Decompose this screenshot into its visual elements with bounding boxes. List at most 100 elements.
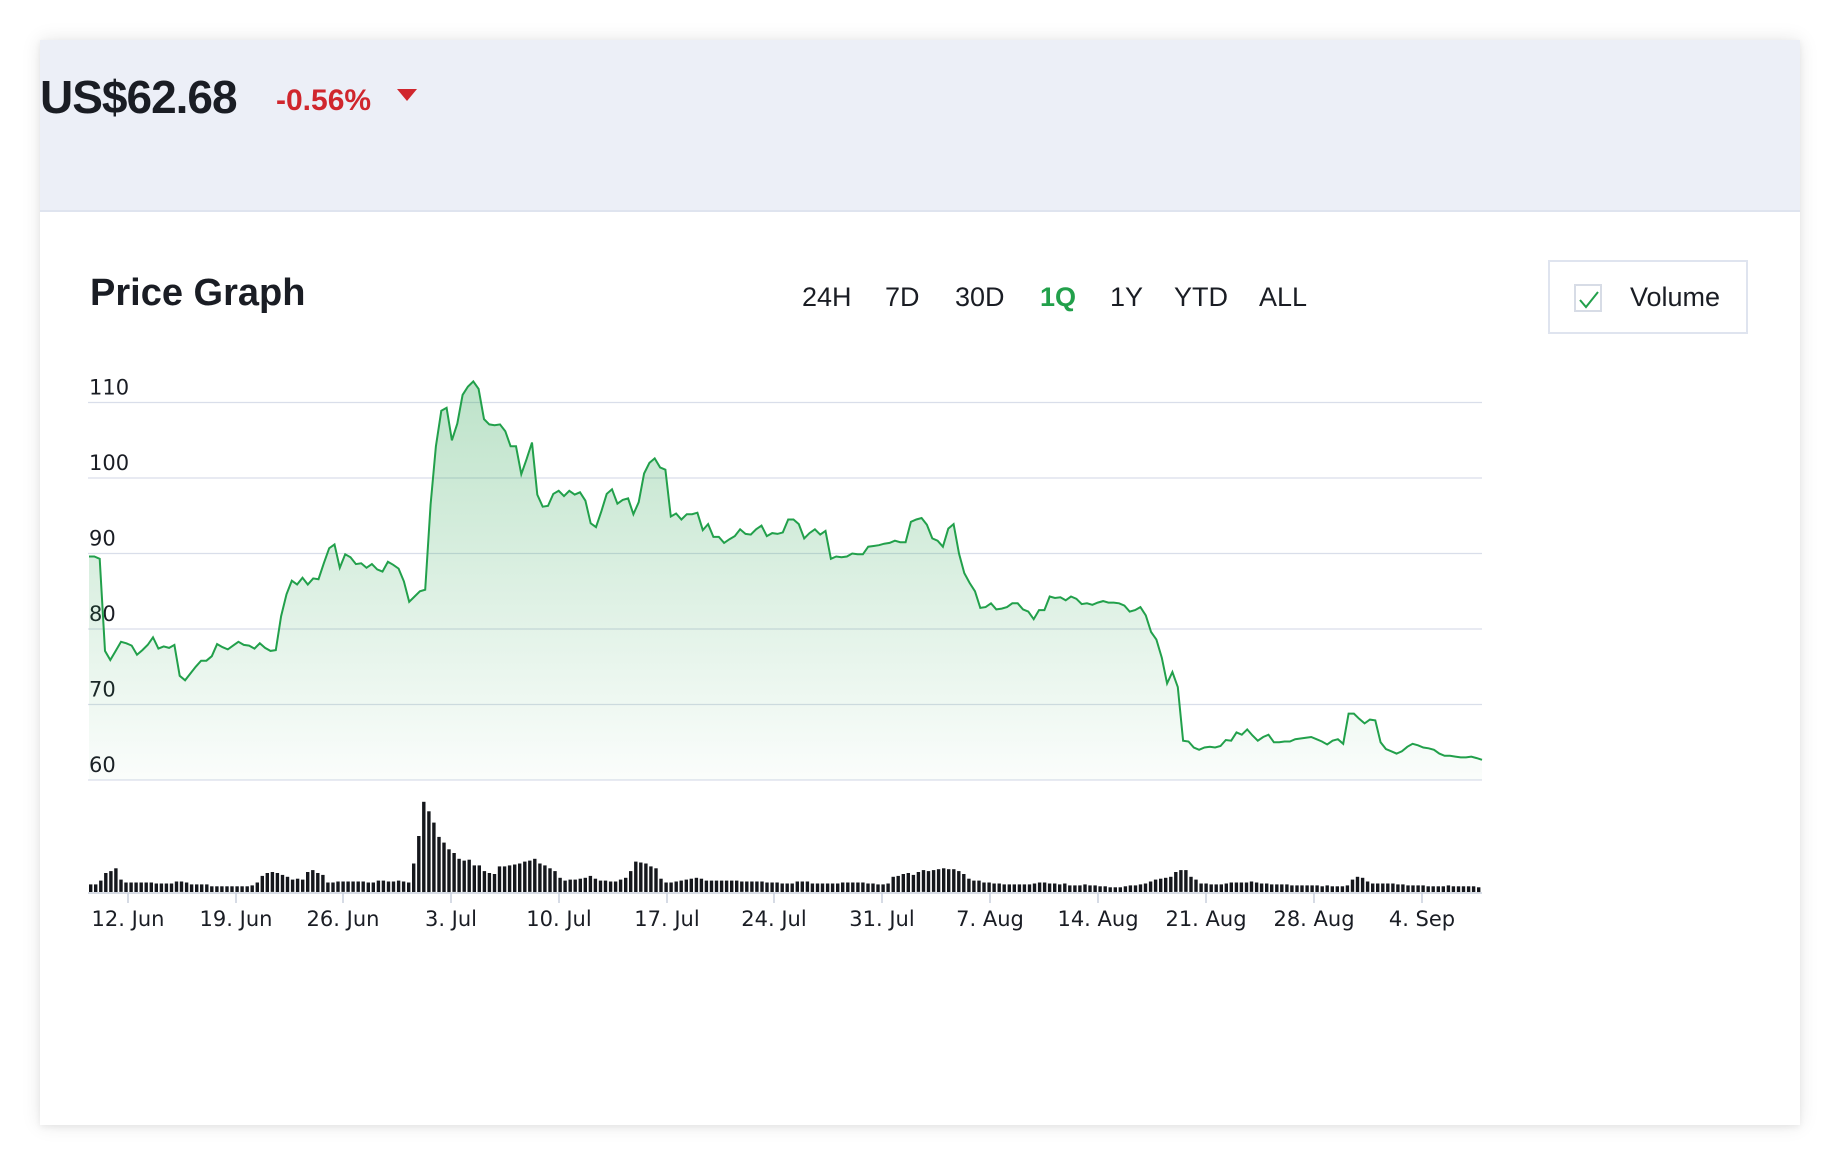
volume-bar	[936, 869, 941, 892]
price-change: -0.56%	[276, 84, 372, 117]
volume-bar	[851, 882, 855, 892]
volume-bar	[386, 881, 391, 892]
volume-bar	[1456, 886, 1461, 892]
volume-bar	[1073, 885, 1077, 892]
range-30d[interactable]: 30D	[955, 282, 1005, 312]
volume-bar	[911, 874, 916, 892]
volume-bar	[195, 884, 199, 892]
volume-bar	[1078, 885, 1082, 892]
x-tick-label: 10. Jul	[526, 907, 591, 931]
volume-bar	[931, 870, 936, 892]
volume-bar	[1174, 872, 1178, 892]
volume-bar	[1254, 882, 1259, 892]
volume-bar	[1330, 886, 1334, 892]
volume-bar	[1401, 884, 1405, 892]
volume-bar	[745, 881, 749, 892]
volume-bar	[1063, 883, 1067, 892]
volume-bar	[719, 880, 724, 892]
volume-bar	[765, 882, 769, 892]
volume-bar	[240, 886, 244, 892]
volume-bar	[144, 882, 148, 892]
volume-bar	[1042, 882, 1047, 892]
volume-bar	[563, 880, 567, 892]
down-arrow-icon	[397, 89, 417, 101]
volume-bar	[810, 883, 815, 892]
volume-bar	[1229, 882, 1233, 892]
volume-bar	[1118, 887, 1122, 893]
volume-bar	[644, 863, 648, 892]
volume-bar	[1108, 887, 1112, 893]
volume-bar	[306, 872, 310, 892]
range-1y[interactable]: 1Y	[1110, 282, 1144, 312]
volume-bar	[250, 885, 254, 892]
volume-bar	[1002, 884, 1006, 892]
volume-bar	[477, 865, 481, 892]
volume-bar	[220, 886, 224, 892]
x-tick-label: 28. Aug	[1273, 907, 1354, 931]
volume-bar	[447, 849, 451, 893]
volume-bar	[518, 863, 522, 892]
volume-bar	[916, 872, 921, 892]
volume-bar	[1471, 886, 1476, 892]
y-tick-label: 90	[89, 527, 116, 551]
volume-bar	[311, 870, 315, 892]
volume-bar	[583, 877, 587, 893]
volume-bar	[780, 883, 784, 892]
volume-bar	[1103, 886, 1107, 892]
volume-bar	[982, 882, 986, 892]
volume-bar	[1047, 883, 1052, 892]
volume-bar	[1325, 885, 1329, 892]
volume-bar	[1058, 884, 1062, 892]
volume-bar	[775, 882, 779, 892]
volume-bar	[1017, 884, 1022, 892]
volume-bar	[432, 822, 436, 892]
volume-bar	[1280, 884, 1284, 892]
volume-bar	[139, 882, 143, 892]
volume-bar	[1355, 876, 1360, 892]
volume-bar	[704, 880, 709, 892]
volume-bar	[1441, 886, 1445, 892]
x-tick-label: 3. Jul	[425, 907, 477, 931]
volume-bar	[371, 882, 375, 892]
volume-bar	[962, 874, 966, 893]
volume-bar	[952, 869, 956, 892]
x-tick-label: 17. Jul	[634, 907, 699, 931]
volume-bar	[760, 881, 764, 892]
volume-toggle[interactable]: Volume	[1548, 260, 1748, 334]
x-tick-label: 14. Aug	[1057, 907, 1138, 931]
volume-bar	[407, 882, 411, 892]
volume-bar	[275, 873, 280, 892]
volume-bar	[396, 880, 401, 892]
volume-bar	[709, 880, 714, 892]
volume-bar	[1320, 886, 1324, 892]
volume-bar	[285, 876, 290, 892]
volume-bar	[336, 881, 340, 892]
volume-bar	[1224, 883, 1228, 892]
volume-bar	[820, 883, 825, 892]
volume-bar	[215, 886, 219, 892]
volume-bar	[871, 883, 875, 892]
price-area	[89, 381, 1482, 780]
volume-bar	[1184, 870, 1188, 892]
range-all[interactable]: ALL	[1259, 282, 1308, 312]
range-24h[interactable]: 24H	[802, 282, 852, 312]
volume-bar	[1426, 886, 1430, 892]
range-7d[interactable]: 7D	[885, 282, 920, 312]
volume-checkbox[interactable]	[1574, 284, 1602, 312]
volume-bar	[1315, 885, 1319, 892]
volume-bar	[603, 880, 608, 892]
volume-bar	[1411, 885, 1415, 892]
volume-bar	[967, 878, 971, 892]
volume-bar	[1219, 884, 1223, 892]
volume-bar	[1381, 883, 1385, 892]
volume-bar	[1431, 886, 1435, 892]
volume-bar	[457, 858, 461, 893]
range-1q[interactable]: 1Q	[1040, 282, 1077, 312]
range-ytd[interactable]: YTD	[1174, 282, 1228, 312]
volume-bar	[1360, 877, 1365, 893]
volume-bar	[467, 859, 471, 892]
volume-bar	[225, 886, 229, 892]
volume-bar	[724, 880, 729, 892]
volume-bar	[326, 882, 330, 892]
volume-bar	[109, 871, 113, 892]
